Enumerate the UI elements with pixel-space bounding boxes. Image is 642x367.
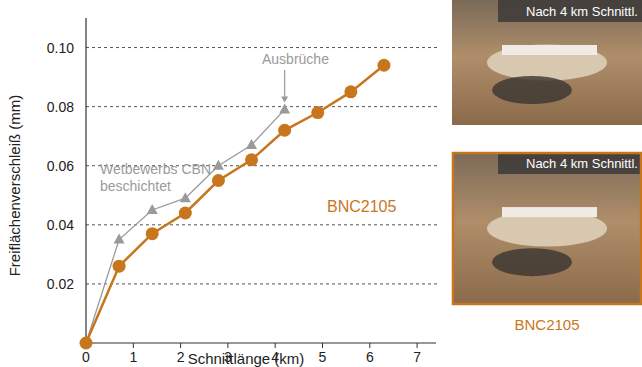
series-line [86,110,285,343]
x-tick-label: 6 [366,349,374,365]
annotation-arrow [284,70,285,100]
y-tick-label: 0.10 [47,40,74,56]
x-tick [133,343,134,348]
grid-line [86,47,438,48]
photo [452,0,642,125]
photo-detail [502,45,597,55]
photo-detail [502,207,597,217]
y-tick-label: 0.04 [47,217,74,233]
marker [311,106,324,119]
marker [147,204,158,214]
marker [212,174,225,187]
x-tick [417,343,418,348]
marker [245,153,258,166]
x-tick [227,343,228,348]
series-label: BNC2105 [327,198,396,215]
chart-root: 0.020.040.060.080.1001234567Schnittlänge… [0,0,642,367]
photo-label-bg [498,0,642,22]
y-tick-label: 0.08 [47,99,74,115]
photo-label-bg [498,152,642,174]
photo-detail [492,76,572,104]
photo [452,152,642,305]
marker [344,85,357,98]
marker [246,139,257,149]
x-tick-label: 7 [413,349,421,365]
photo-label: Nach 4 km Schnittl. [526,4,638,19]
grid-line [86,106,438,107]
grid-line [86,224,438,225]
marker [179,207,192,220]
x-axis [86,342,436,343]
y-axis-title: Freiflächenverschleiß (mm) [6,95,23,277]
annotation: Ausbrüche [262,51,329,67]
x-tick [369,343,370,348]
grid-line [86,283,438,284]
photo-caption: BNC2105 [514,316,579,333]
photo-frame [453,153,641,304]
x-tick [275,343,276,348]
marker [213,160,224,170]
y-axis [85,18,86,343]
marker [180,192,191,202]
marker [279,104,290,114]
x-tick-label: 0 [82,349,90,365]
x-tick-label: 1 [129,349,137,365]
x-tick-label: 5 [319,349,327,365]
series-label: Wetbewerbs CBNbeschichtet [100,161,211,194]
x-axis-title: Schnittlänge (km) [188,350,305,367]
photo-label: Nach 4 km Schnittl. [526,156,638,171]
marker [80,337,93,350]
annotation-arrowhead [281,97,288,103]
y-tick-label: 0.06 [47,158,74,174]
y-tick-label: 0.02 [47,276,74,292]
marker [114,234,125,244]
chart: 0.020.040.060.080.1001234567Schnittlänge… [0,0,642,367]
x-tick [322,343,323,348]
marker [113,260,126,273]
marker [377,59,390,72]
marker [278,124,291,137]
marker [146,227,159,240]
x-tick [180,343,181,348]
photo-detail [492,248,572,276]
photo-detail [487,45,607,81]
x-tick-label: 2 [177,349,185,365]
